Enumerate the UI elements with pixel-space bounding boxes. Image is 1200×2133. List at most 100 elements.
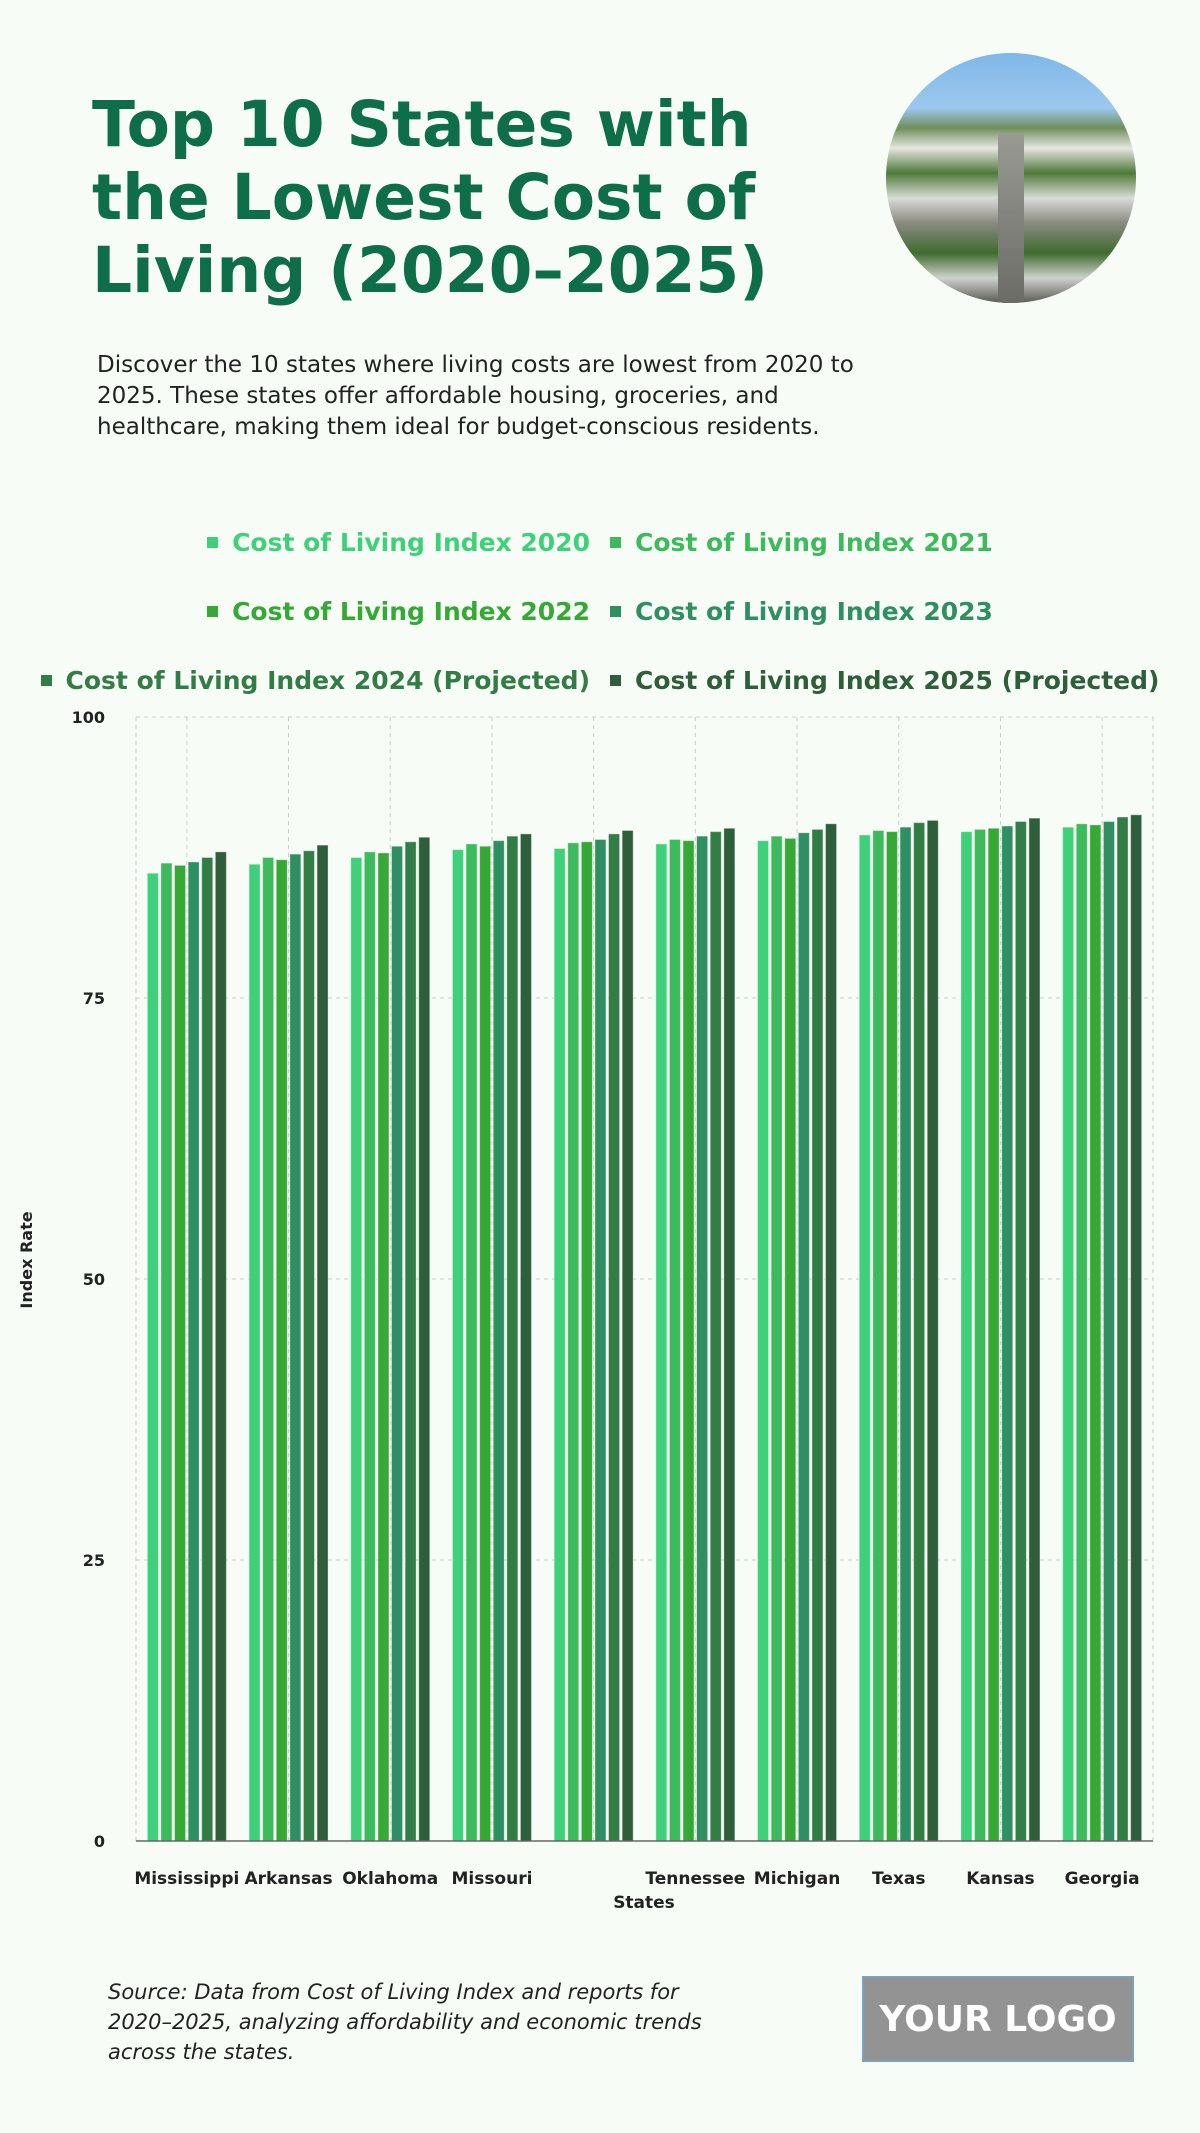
bar [214, 851, 227, 1842]
grid [135, 716, 1154, 1841]
legend-row-3: Cost of Living Index 2024 (Projected) Co… [0, 666, 1200, 695]
legend-label: Cost of Living Index 2023 [635, 597, 993, 626]
legend-item-2024: Cost of Living Index 2024 (Projected) [40, 666, 590, 695]
bar [1130, 814, 1143, 1842]
bar [723, 827, 736, 1842]
bar [201, 857, 214, 1842]
hillside-houses-photo [886, 53, 1136, 303]
legend-label: Cost of Living Index 2025 (Projected) [635, 666, 1160, 695]
bar [858, 834, 871, 1842]
legend-item-2025: Cost of Living Index 2025 (Projected) [610, 666, 1159, 695]
bar [1014, 821, 1027, 1842]
x-tick-label: Kansas [966, 1869, 1034, 1889]
bar [797, 832, 810, 1842]
bar [451, 849, 464, 1842]
bar [655, 843, 668, 1842]
y-tick-label: 0 [94, 1832, 105, 1851]
x-tick-label: Texas [872, 1869, 925, 1889]
legend-row-1: Cost of Living Index 2020 Cost of Living… [0, 528, 1200, 557]
legend-swatch [40, 675, 52, 686]
legend-swatch [207, 537, 219, 548]
bar [926, 819, 939, 1842]
bar [187, 861, 200, 1842]
x-tick-label: Missouri [451, 1869, 532, 1889]
x-tick-label: Mississippi [134, 1869, 239, 1889]
bar [553, 848, 566, 1842]
legend-swatch [207, 606, 219, 617]
legend-item-2022: Cost of Living Index 2022 [207, 597, 590, 626]
bar [316, 844, 329, 1842]
bar [492, 840, 505, 1842]
page-title: Top 10 States with the Lowest Cost of Li… [92, 88, 769, 307]
legend-label: Cost of Living Index 2022 [232, 597, 590, 626]
bar [377, 852, 390, 1842]
bar [1062, 826, 1075, 1842]
bar [668, 839, 681, 1842]
bar [580, 841, 593, 1842]
x-tick-label: Tennessee [645, 1869, 745, 1889]
legend-label: Cost of Living Index 2021 [635, 528, 993, 557]
bar [872, 830, 885, 1842]
bar [885, 831, 898, 1842]
bar [1102, 821, 1115, 1842]
bar [363, 851, 376, 1842]
legend-row-2: Cost of Living Index 2022 Cost of Living… [0, 597, 1200, 626]
bar [1001, 825, 1014, 1842]
bar [289, 853, 302, 1842]
bar [350, 857, 363, 1842]
y-tick-label: 100 [72, 708, 105, 727]
bar [519, 833, 532, 1842]
bar-chart: 0 25 50 75 100 Mississippi Arkansas Oklahoma Mis… [17, 708, 1154, 1913]
legend-item-2023: Cost of Living Index 2023 [610, 597, 993, 626]
bar [479, 845, 492, 1842]
bar [465, 843, 478, 1842]
y-tick-label: 75 [83, 989, 105, 1008]
bar [275, 859, 288, 1842]
bar [696, 835, 709, 1842]
bar [621, 830, 634, 1842]
bar [811, 828, 824, 1842]
bar [709, 831, 722, 1842]
legend-swatch [610, 675, 621, 686]
x-tick-label: Georgia [1065, 1869, 1140, 1889]
bar [825, 823, 838, 1842]
y-tick-label: 25 [83, 1551, 105, 1570]
bar [987, 827, 1000, 1842]
bar [418, 836, 431, 1842]
bar [1116, 816, 1129, 1842]
legend-label: Cost of Living Index 2020 [232, 528, 590, 557]
x-tick-label: Oklahoma [342, 1869, 438, 1889]
bar [302, 850, 315, 1842]
bar [174, 864, 187, 1842]
legend-item-2020: Cost of Living Index 2020 [207, 528, 590, 557]
axes: 0 25 50 75 100 Mississippi Arkansas Oklahoma Mis… [72, 708, 1153, 1889]
bar [160, 862, 173, 1842]
bar [404, 841, 417, 1842]
bar [262, 857, 275, 1842]
bar [567, 842, 580, 1842]
legend-item-2021: Cost of Living Index 2021 [610, 528, 993, 557]
bar [913, 822, 926, 1842]
bar [391, 845, 404, 1842]
bars [146, 814, 1143, 1842]
bar [1089, 824, 1102, 1842]
y-tick-label: 50 [83, 1270, 105, 1289]
bar [960, 831, 973, 1842]
legend-swatch [610, 537, 621, 548]
legend-label: Cost of Living Index 2024 (Projected) [65, 666, 590, 695]
source-note: Source: Data from Cost of Living Index a… [108, 1980, 702, 2064]
bar [974, 828, 987, 1842]
bar [757, 840, 770, 1842]
bar [1075, 823, 1088, 1842]
bar [1028, 817, 1041, 1842]
bar [594, 839, 607, 1842]
bar [146, 872, 159, 1842]
logo-placeholder: YOUR LOGO [862, 1976, 1134, 2062]
x-tick-label: Arkansas [244, 1869, 332, 1889]
y-axis-title: Index Rate [17, 1211, 36, 1308]
bar [608, 833, 621, 1842]
x-tick-label: Michigan [754, 1869, 841, 1889]
bar [682, 840, 695, 1842]
bar [248, 863, 261, 1842]
bar [784, 837, 797, 1842]
